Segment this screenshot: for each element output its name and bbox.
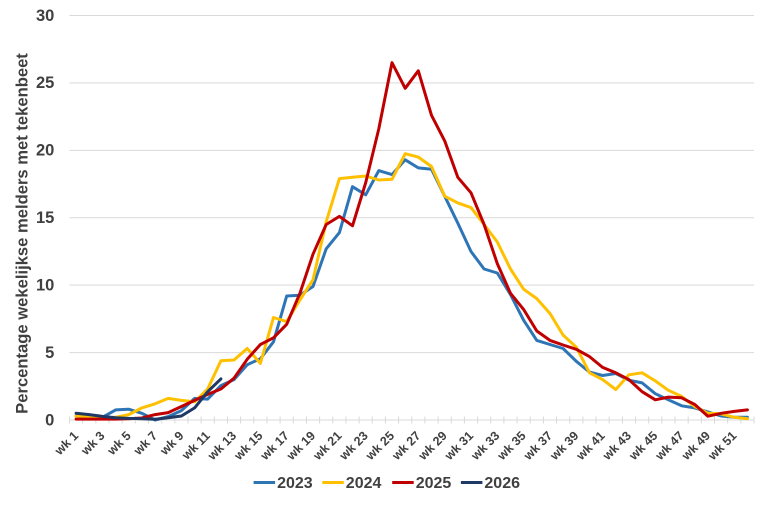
svg-text:20: 20 — [36, 142, 54, 160]
svg-text:2026: 2026 — [484, 475, 520, 492]
svg-text:2023: 2023 — [277, 475, 313, 492]
svg-text:5: 5 — [45, 344, 54, 362]
svg-text:25: 25 — [36, 74, 54, 92]
svg-text:2024: 2024 — [346, 475, 382, 492]
svg-text:Percentage wekelijkse melders: Percentage wekelijkse melders met tekenb… — [13, 53, 32, 414]
svg-text:2025: 2025 — [416, 475, 452, 492]
svg-text:10: 10 — [36, 277, 54, 295]
svg-text:0: 0 — [45, 411, 54, 429]
svg-text:15: 15 — [36, 209, 54, 227]
svg-text:30: 30 — [36, 7, 54, 25]
